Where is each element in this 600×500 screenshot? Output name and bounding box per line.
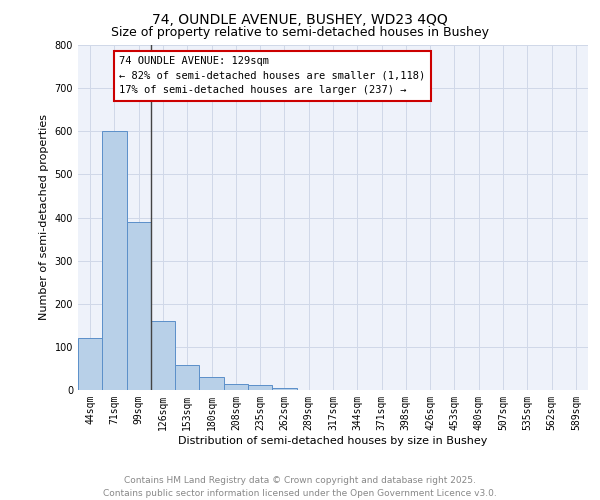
Text: Contains HM Land Registry data © Crown copyright and database right 2025.
Contai: Contains HM Land Registry data © Crown c…: [103, 476, 497, 498]
Bar: [151, 321, 175, 390]
Bar: [78, 338, 102, 390]
X-axis label: Distribution of semi-detached houses by size in Bushey: Distribution of semi-detached houses by …: [178, 436, 488, 446]
Bar: [272, 388, 296, 390]
Bar: [224, 384, 248, 390]
Bar: [175, 365, 199, 390]
Bar: [102, 131, 127, 390]
Bar: [127, 222, 151, 390]
Text: 74 OUNDLE AVENUE: 129sqm
← 82% of semi-detached houses are smaller (1,118)
17% o: 74 OUNDLE AVENUE: 129sqm ← 82% of semi-d…: [119, 56, 425, 96]
Bar: [199, 377, 224, 390]
Bar: [248, 385, 272, 390]
Text: Size of property relative to semi-detached houses in Bushey: Size of property relative to semi-detach…: [111, 26, 489, 39]
Text: 74, OUNDLE AVENUE, BUSHEY, WD23 4QQ: 74, OUNDLE AVENUE, BUSHEY, WD23 4QQ: [152, 12, 448, 26]
Y-axis label: Number of semi-detached properties: Number of semi-detached properties: [39, 114, 49, 320]
